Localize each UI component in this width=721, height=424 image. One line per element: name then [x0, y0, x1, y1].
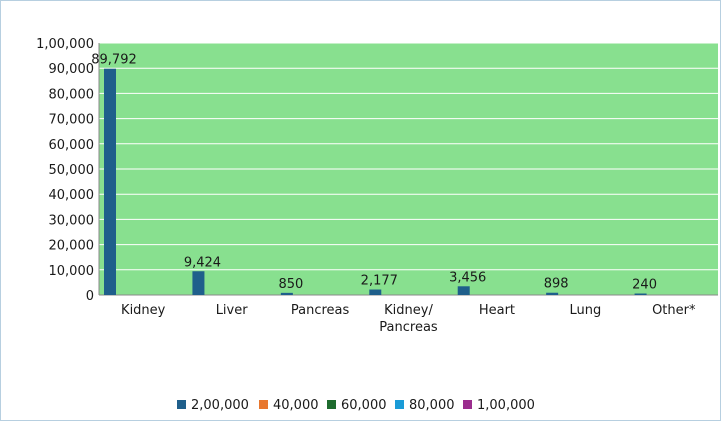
- bar: [369, 289, 382, 295]
- legend-swatch: [259, 400, 268, 409]
- bar: [634, 293, 647, 295]
- data-label: 89,792: [91, 53, 137, 68]
- y-tick-label: 40,000: [49, 188, 95, 203]
- legend-label: 1,00,000: [477, 398, 535, 413]
- bar: [192, 271, 205, 295]
- y-tick-label: 0: [86, 289, 94, 304]
- y-tick-label: 90,000: [49, 62, 95, 77]
- y-tick-label: 60,000: [49, 138, 95, 153]
- y-tick-label: 70,000: [49, 113, 95, 128]
- y-tick-label: 80,000: [49, 87, 95, 102]
- y-tick-label: 1,00,000: [36, 37, 94, 52]
- legend-label: 40,000: [273, 398, 319, 413]
- data-label: 240: [632, 278, 657, 293]
- y-tick-label: 10,000: [49, 264, 95, 279]
- legend-label: 60,000: [341, 398, 387, 413]
- bar: [546, 292, 559, 295]
- legend-label: 2,00,000: [191, 398, 249, 413]
- legend: 2,00,000 40,000 60,000 80,000 1,00,000: [177, 398, 535, 413]
- x-tick-label: Kidney: [121, 303, 166, 318]
- data-label: 2,177: [361, 274, 398, 289]
- legend-swatch: [327, 400, 336, 409]
- x-tick-label: Other*: [652, 303, 696, 318]
- x-tick-label: Pancreas: [291, 303, 350, 318]
- data-label: 3,456: [449, 270, 486, 285]
- data-label: 850: [278, 277, 303, 292]
- data-label: 9,424: [184, 255, 221, 270]
- legend-swatch: [463, 400, 472, 409]
- legend-swatch: [177, 400, 186, 409]
- y-tick-label: 20,000: [49, 239, 95, 254]
- legend-label: 80,000: [409, 398, 455, 413]
- bar: [280, 292, 293, 295]
- legend-swatch: [395, 400, 404, 409]
- x-tick-label: Heart: [479, 303, 515, 318]
- data-label: 898: [544, 277, 569, 292]
- y-tick-label: 30,000: [49, 213, 95, 228]
- x-tick-label: Kidney/Pancreas: [379, 303, 438, 335]
- x-tick-label: Lung: [569, 303, 601, 318]
- bar: [104, 68, 116, 296]
- y-tick-label: 50,000: [49, 163, 95, 178]
- x-tick-label: Liver: [216, 303, 249, 318]
- bar: [457, 286, 470, 295]
